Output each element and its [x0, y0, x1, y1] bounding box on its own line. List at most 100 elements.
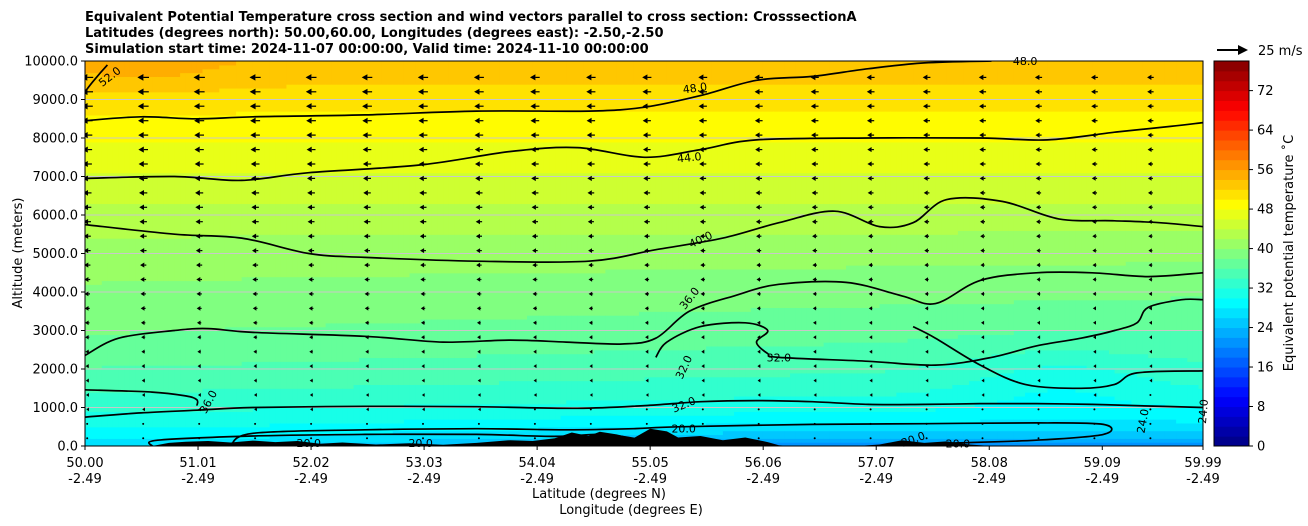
theta-e-fill-cell [907, 172, 914, 205]
theta-e-fill-cell [213, 203, 220, 235]
theta-e-fill-cell [1041, 61, 1049, 85]
wind-vector-head [1205, 292, 1208, 296]
theta-e-fill-cell [1153, 380, 1160, 405]
theta-e-fill-cell [107, 172, 114, 205]
wind-vector-head [1091, 74, 1096, 80]
theta-e-fill-cell [1198, 442, 1203, 446]
theta-e-fill-cell [152, 76, 159, 93]
theta-e-fill-cell [1125, 172, 1132, 205]
theta-e-fill-cell [1008, 172, 1015, 205]
theta-e-fill-cell [230, 280, 237, 328]
theta-e-fill-cell [650, 172, 657, 205]
colorbar-segment [1214, 297, 1249, 309]
theta-e-fill-cell [510, 172, 517, 205]
theta-e-fill-cell [152, 203, 159, 239]
theta-e-fill-cell [135, 411, 142, 428]
theta-e-fill-cell [208, 411, 215, 428]
wind-vector-head [253, 320, 257, 325]
theta-e-fill-cell [1176, 84, 1183, 112]
theta-e-fill-cell [969, 380, 976, 409]
theta-e-fill-cell [1192, 430, 1200, 439]
y-tick-label: 2000.0 [33, 363, 79, 378]
wind-vector-head [588, 248, 592, 253]
theta-e-fill-cell [1047, 349, 1054, 366]
wind-vector-head [141, 320, 145, 326]
theta-e-fill-cell [264, 203, 271, 235]
theta-e-fill-cell [885, 234, 892, 266]
theta-e-fill-cell [661, 376, 668, 401]
theta-e-fill-cell [454, 438, 461, 446]
theta-e-fill-cell [157, 426, 164, 439]
theta-e-fill-cell [890, 342, 897, 370]
wind-vector-head [254, 393, 257, 397]
theta-e-fill-cell [672, 84, 679, 112]
theta-e-fill-cell [1176, 141, 1183, 174]
theta-e-fill-cell [801, 438, 808, 443]
theta-e-fill-cell [577, 315, 584, 355]
theta-e-fill-cell [555, 111, 562, 143]
theta-e-fill-cell [1198, 295, 1203, 332]
theta-e-fill-cell [644, 61, 651, 85]
theta-e-fill-cell [543, 272, 551, 316]
theta-e-fill-cell [896, 411, 903, 424]
theta-e-fill-cell [700, 426, 707, 436]
theta-e-fill-cell [1002, 84, 1009, 112]
theta-e-fill-cell [96, 392, 103, 412]
theta-e-fill-cell [471, 357, 478, 385]
theta-e-fill-cell [985, 403, 993, 420]
theta-e-fill-cell [907, 61, 914, 85]
theta-e-fill-cell [1187, 384, 1194, 409]
theta-e-fill-cell [941, 203, 948, 235]
theta-e-fill-cell [929, 411, 937, 424]
theta-e-fill-cell [806, 422, 814, 432]
theta-e-fill-cell [437, 384, 444, 405]
theta-e-fill-cell [364, 141, 371, 174]
theta-e-fill-cell [1092, 172, 1099, 205]
theta-e-fill-cell [622, 61, 629, 85]
wind-vector-head [868, 291, 872, 297]
theta-e-fill-cell [1108, 430, 1116, 439]
theta-e-fill-cell [1187, 172, 1194, 205]
wind-vector-head [867, 147, 872, 153]
theta-e-fill-cell [1075, 430, 1082, 439]
theta-e-fill-cell [722, 430, 730, 439]
wind-vector-head [754, 103, 760, 109]
theta-e-fill-cell [1036, 230, 1043, 266]
theta-e-fill-cell [101, 76, 108, 93]
wind-vector-head [364, 248, 369, 254]
theta-e-fill-cell [85, 72, 92, 93]
wind-vector-head [1204, 162, 1208, 167]
theta-e-fill-cell [297, 84, 304, 112]
theta-e-fill-cell [515, 403, 523, 420]
theta-e-fill-cell [1047, 141, 1054, 174]
wind-vector-head [308, 277, 313, 282]
theta-e-fill-cell [963, 384, 970, 409]
theta-e-fill-cell [985, 419, 993, 432]
theta-e-fill-cell [292, 141, 299, 174]
theta-e-fill-cell [599, 415, 606, 428]
theta-e-fill-cell [1176, 330, 1183, 359]
wind-vector-head [473, 74, 480, 81]
theta-e-fill-cell [1153, 230, 1160, 262]
wind-vector-head [531, 219, 536, 225]
theta-e-fill-cell [583, 353, 590, 382]
theta-e-fill-cell [1092, 84, 1099, 112]
y-axis-ticks: 0.01000.02000.03000.04000.05000.06000.07… [24, 55, 85, 455]
theta-e-fill-cell [347, 322, 355, 362]
theta-e-fill-cell [806, 430, 814, 439]
theta-e-fill-cell [258, 172, 265, 205]
wind-vector-head [588, 306, 593, 311]
theta-e-fill-cell [359, 357, 366, 385]
theta-e-fill-cell [728, 141, 735, 174]
theta-e-fill-cell [275, 434, 282, 446]
theta-e-fill-cell [118, 172, 125, 205]
wind-vector-head [306, 146, 312, 153]
theta-e-fill-cell [1148, 438, 1155, 443]
theta-e-fill-cell [185, 91, 192, 116]
theta-e-fill-cell [85, 438, 92, 446]
wind-vector [589, 422, 592, 425]
theta-e-fill-cell [896, 265, 903, 305]
theta-e-fill-cell [146, 76, 153, 93]
theta-e-fill-cell [706, 234, 713, 270]
theta-e-fill-cell [482, 384, 489, 405]
